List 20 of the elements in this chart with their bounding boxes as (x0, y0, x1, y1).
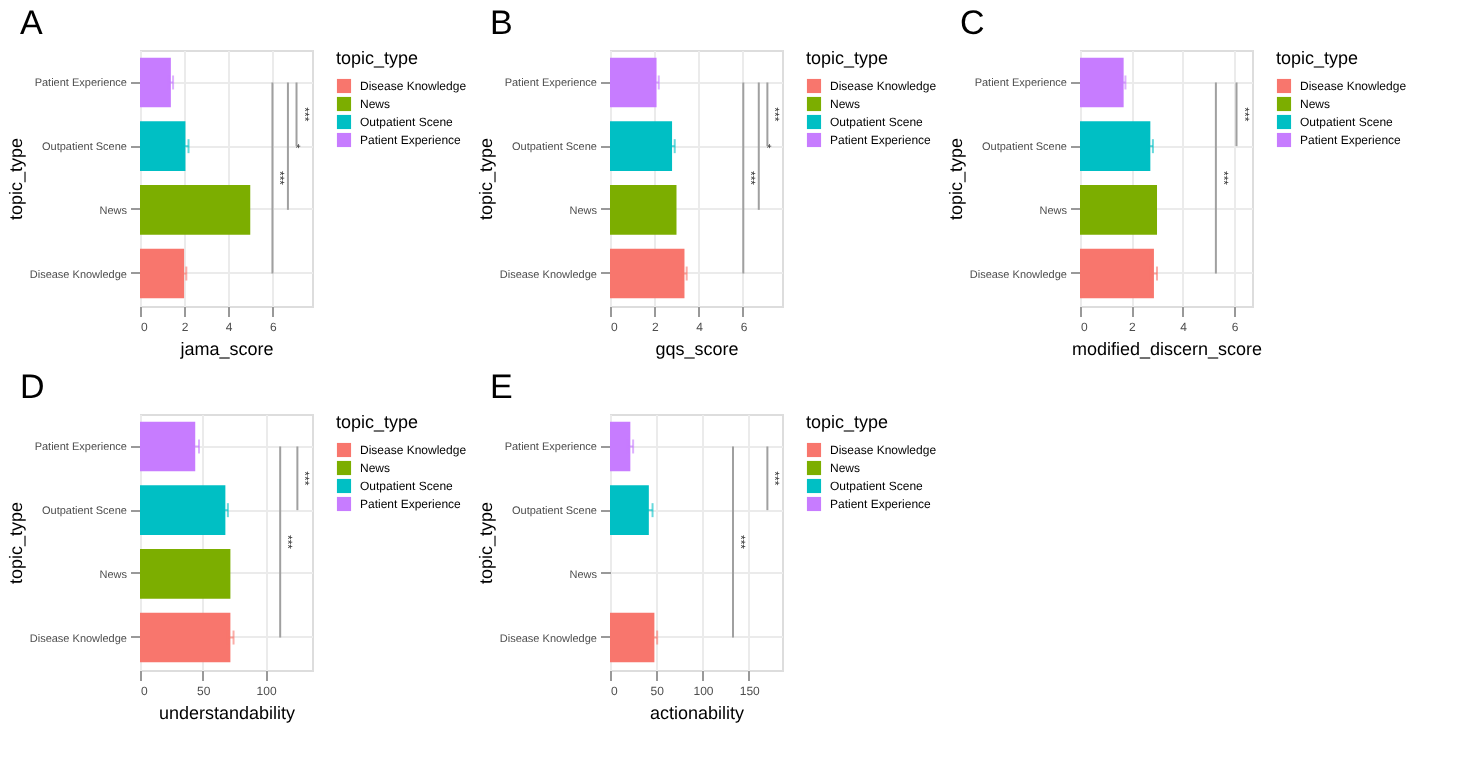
legend-title: topic_type (336, 412, 419, 432)
legend-title: topic_type (336, 48, 419, 68)
y-axis-title: topic_type (5, 501, 26, 585)
chart-title: A (20, 4, 44, 42)
x-axis-title: gqs_score (655, 339, 739, 359)
chart-title: D (20, 368, 45, 406)
x-axis-title: understandability (158, 703, 297, 723)
y-axis-title: topic_type (945, 137, 966, 221)
x-axis-title: jama_score (178, 339, 274, 359)
x-axis-title: actionability (649, 703, 746, 723)
y-axis-title: topic_type (475, 137, 496, 221)
legend-title: topic_type (806, 412, 889, 432)
chart-title: E (490, 368, 513, 406)
y-axis-title: topic_type (475, 501, 496, 585)
legend-title: topic_type (806, 48, 889, 68)
x-axis-title: modified_discern_score (1071, 339, 1263, 359)
legend-title: topic_type (1276, 48, 1359, 68)
chart-title: B (490, 4, 513, 42)
chart-title: C (960, 4, 985, 42)
y-axis-title: topic_type (5, 137, 26, 221)
